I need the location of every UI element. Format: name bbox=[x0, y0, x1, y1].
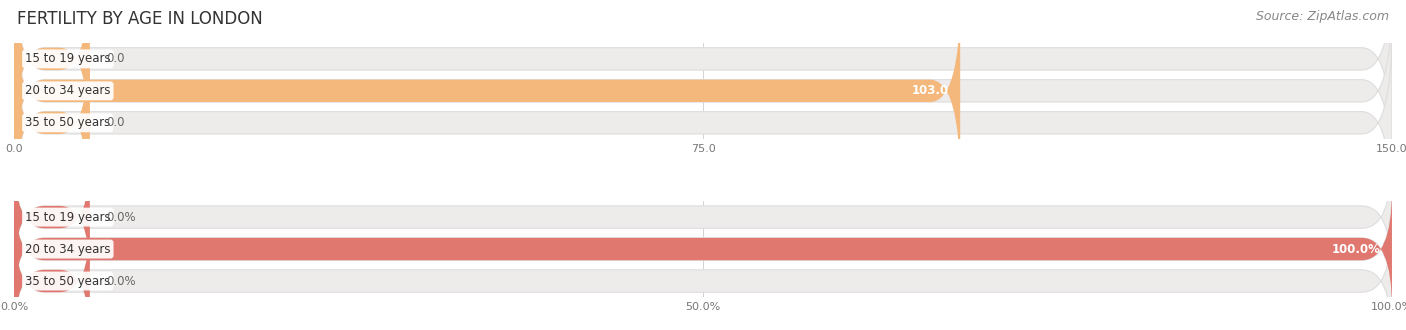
Text: 0.0: 0.0 bbox=[107, 52, 125, 65]
Text: 100.0%: 100.0% bbox=[1331, 243, 1381, 255]
Text: 35 to 50 years: 35 to 50 years bbox=[25, 116, 110, 129]
Text: 15 to 19 years: 15 to 19 years bbox=[25, 211, 111, 224]
FancyBboxPatch shape bbox=[14, 28, 1392, 217]
Text: 20 to 34 years: 20 to 34 years bbox=[25, 243, 111, 255]
FancyBboxPatch shape bbox=[14, 222, 90, 330]
Text: 0.0%: 0.0% bbox=[107, 211, 136, 224]
FancyBboxPatch shape bbox=[14, 0, 1392, 185]
FancyBboxPatch shape bbox=[14, 222, 1392, 330]
FancyBboxPatch shape bbox=[14, 158, 1392, 276]
FancyBboxPatch shape bbox=[14, 0, 90, 153]
FancyBboxPatch shape bbox=[14, 190, 1392, 308]
Text: Source: ZipAtlas.com: Source: ZipAtlas.com bbox=[1256, 10, 1389, 23]
FancyBboxPatch shape bbox=[14, 158, 90, 276]
FancyBboxPatch shape bbox=[14, 190, 1392, 308]
FancyBboxPatch shape bbox=[14, 28, 90, 217]
Text: 20 to 34 years: 20 to 34 years bbox=[25, 84, 111, 97]
FancyBboxPatch shape bbox=[14, 0, 1392, 153]
Text: 0.0: 0.0 bbox=[107, 116, 125, 129]
Text: FERTILITY BY AGE IN LONDON: FERTILITY BY AGE IN LONDON bbox=[17, 10, 263, 28]
Text: 103.0: 103.0 bbox=[912, 84, 949, 97]
Text: 35 to 50 years: 35 to 50 years bbox=[25, 275, 110, 287]
FancyBboxPatch shape bbox=[14, 0, 960, 185]
Text: 15 to 19 years: 15 to 19 years bbox=[25, 52, 111, 65]
Text: 0.0%: 0.0% bbox=[107, 275, 136, 287]
